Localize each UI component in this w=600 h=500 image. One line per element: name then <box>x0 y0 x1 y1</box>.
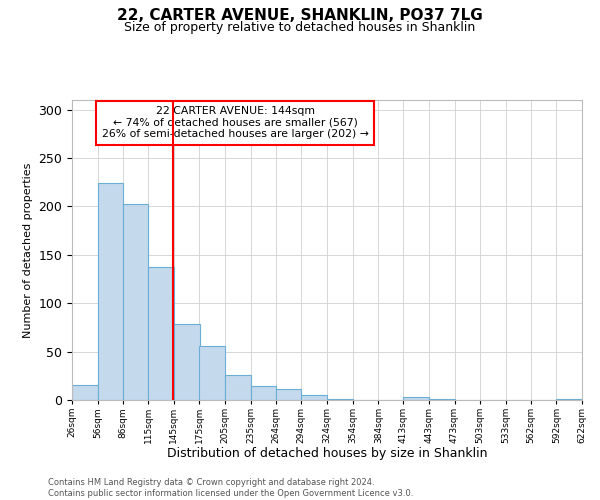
Text: Contains HM Land Registry data © Crown copyright and database right 2024.
Contai: Contains HM Land Registry data © Crown c… <box>48 478 413 498</box>
Bar <box>98 183 124 400</box>
Bar <box>72 384 98 400</box>
Bar <box>124 204 148 400</box>
Y-axis label: Number of detached properties: Number of detached properties <box>23 162 33 338</box>
Text: 22, CARTER AVENUE, SHANKLIN, PO37 7LG: 22, CARTER AVENUE, SHANKLIN, PO37 7LG <box>117 8 483 22</box>
Bar <box>429 399 455 400</box>
Bar <box>556 399 582 400</box>
Text: Size of property relative to detached houses in Shanklin: Size of property relative to detached ho… <box>124 21 476 34</box>
Bar <box>199 346 225 400</box>
Text: 22 CARTER AVENUE: 144sqm
← 74% of detached houses are smaller (567)
26% of semi-: 22 CARTER AVENUE: 144sqm ← 74% of detach… <box>102 106 368 139</box>
Bar <box>148 268 174 400</box>
Bar <box>327 399 353 400</box>
Bar <box>225 375 251 400</box>
Bar <box>251 386 275 400</box>
Bar <box>275 390 301 400</box>
Bar <box>403 397 429 400</box>
Bar <box>301 395 327 400</box>
Bar <box>174 324 199 400</box>
Text: Distribution of detached houses by size in Shanklin: Distribution of detached houses by size … <box>167 448 487 460</box>
